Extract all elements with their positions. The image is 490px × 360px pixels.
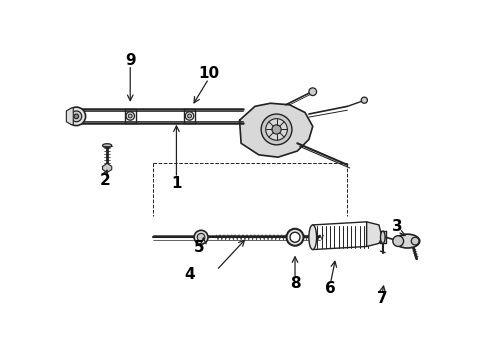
Circle shape bbox=[126, 112, 134, 120]
Polygon shape bbox=[367, 222, 382, 247]
Text: 8: 8 bbox=[290, 276, 300, 291]
Text: 5: 5 bbox=[194, 240, 205, 255]
Text: 9: 9 bbox=[125, 53, 136, 68]
Ellipse shape bbox=[290, 232, 300, 242]
Circle shape bbox=[74, 114, 78, 119]
Text: 4: 4 bbox=[184, 267, 195, 282]
Circle shape bbox=[71, 111, 82, 122]
Polygon shape bbox=[102, 163, 112, 172]
Circle shape bbox=[261, 114, 292, 145]
Circle shape bbox=[411, 237, 419, 245]
Circle shape bbox=[266, 119, 287, 140]
Text: 7: 7 bbox=[377, 291, 387, 306]
Text: 10: 10 bbox=[198, 67, 220, 81]
Text: 3: 3 bbox=[392, 219, 403, 234]
Circle shape bbox=[272, 125, 281, 134]
Ellipse shape bbox=[102, 144, 112, 148]
Circle shape bbox=[67, 107, 86, 126]
Ellipse shape bbox=[381, 231, 385, 243]
Circle shape bbox=[194, 230, 208, 244]
Ellipse shape bbox=[309, 225, 317, 249]
Text: 6: 6 bbox=[325, 280, 336, 296]
Text: 2: 2 bbox=[99, 173, 110, 188]
Circle shape bbox=[188, 114, 192, 118]
Polygon shape bbox=[66, 108, 74, 125]
Ellipse shape bbox=[395, 234, 420, 248]
Ellipse shape bbox=[287, 229, 303, 246]
Text: 1: 1 bbox=[171, 176, 182, 191]
Circle shape bbox=[309, 88, 317, 95]
Circle shape bbox=[393, 236, 404, 247]
Circle shape bbox=[128, 114, 132, 118]
Circle shape bbox=[185, 112, 194, 120]
Polygon shape bbox=[240, 103, 313, 157]
Circle shape bbox=[361, 97, 368, 103]
Circle shape bbox=[197, 233, 205, 241]
